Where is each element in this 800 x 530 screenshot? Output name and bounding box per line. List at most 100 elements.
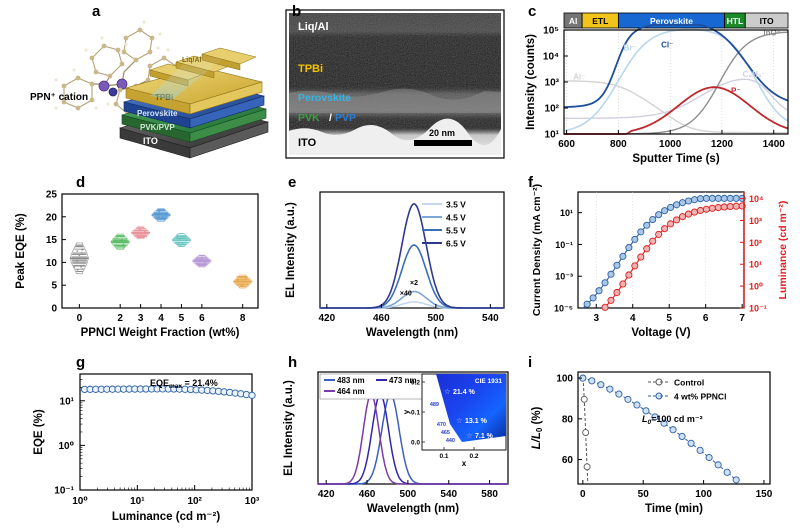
xtick-d: 0 [77,313,83,324]
data-point [176,233,179,236]
data-point [76,260,79,263]
cie-point-label-0: 21.4 % [453,389,476,396]
ppn-cation-molecule [54,20,186,124]
eqe-cluster-5 [171,233,191,247]
panel-i-letter: i [528,354,533,371]
l-marker [678,213,687,221]
panel-g-ylabel: EQE (%) [33,409,45,455]
xtick-h: 420 [318,489,335,500]
ppncl-marker [588,377,596,385]
panel-e-letter: e [288,174,297,191]
inset-ytick: 0.2 [411,380,420,387]
phosphorus-atom [98,80,110,92]
panel-h-legend: 483 nm 473 nm 464 nm [319,373,429,400]
legend-label: 4.5 V [446,213,466,223]
xtick-i: 100 [695,489,712,500]
xtick-f: 7 [739,313,745,324]
j-marker [655,211,663,219]
j-marker [661,207,669,215]
j-marker [690,196,699,204]
tem-label-pvp: PVP [335,112,356,124]
xtick-g: 10¹ [130,496,145,507]
cie-point-label-1: 13.1 % [465,418,488,425]
ytick-i: 100 [556,374,573,385]
xtick-d: 3 [138,313,144,324]
ytick-f-right: 10⁴ [749,194,763,204]
inset-title: CIE 1931 [475,378,502,385]
data-point [161,217,164,220]
region-label-perovskite: Perovskite [650,16,693,26]
ppncl-marker [642,407,650,415]
data-point [240,276,243,278]
l-marker [601,303,609,311]
data-point [76,268,79,271]
data-point [140,233,143,236]
l-marker [690,208,699,216]
panel-c: c Al ETL Perovskite HTL ITO Cl⁻ Br⁻ Al⁻ InO⁻ C₆H₅… [520,0,800,172]
inset-ytick: 0.0 [411,440,420,447]
l-marker [667,220,675,228]
curve-Al⁻ [563,80,788,134]
data-point [196,257,198,260]
data-point [73,266,76,269]
ytick-g: 10⁻¹ [54,486,74,497]
legend-label: 5.5 V [446,226,466,236]
ppncl-marker [651,413,659,421]
j-marker [613,261,621,269]
ppncl-marker [660,419,668,427]
ytick-d: 0 [51,304,57,315]
j-marker [720,194,728,202]
data-point [136,234,139,236]
panel-i-ylabel: L/L0 (%) [531,406,544,449]
l-marker [684,210,693,218]
j-marker [619,252,627,260]
xtick-d: 6 [199,313,205,324]
xtick-c: 600 [558,139,575,150]
l-marker [643,245,651,253]
emission-glow [150,52,224,100]
panel-h-xlabel: Wavelength (nm) [367,503,459,515]
ytick-d: 25 [46,190,58,201]
panel-i-legend: Control 4 wt% PPNCl [648,378,726,402]
layer-label-ito: ITO [143,136,158,146]
xtick-d: 8 [240,313,246,324]
xtick-g: 10⁰ [72,496,88,507]
j-marker [649,215,657,224]
violin-outline [151,208,171,222]
l-marker [708,204,716,212]
data-point [158,210,161,213]
j-marker [625,244,633,252]
layer-label-perovskite: Perovskite [137,109,178,118]
xtick-c: 1400 [763,139,786,150]
ytick-c: 10² [545,104,560,115]
j-marker [708,194,716,202]
ytick-g: 10⁰ [58,441,74,452]
tem-label-ito: ITO [298,137,317,149]
violin-outline [172,233,191,247]
panel-a: a [0,0,270,172]
l-marker [655,230,663,238]
violin-outline [131,226,150,240]
panel-e: e ×2 ×40 3.5 V 4.5 V 5.5 V 6.5 V 420 460 500 540 W… [272,172,520,354]
ytick-f-right: 10³ [749,216,762,226]
legend-label: 473 nm [389,376,417,385]
legend-label: 4 wt% PPNCl [674,392,726,402]
j-marker [714,194,722,202]
data-point [138,236,141,239]
el-curve-6.5 V [320,203,504,309]
ppncl-marker [705,453,713,462]
l-marker [625,271,633,279]
eqe-cluster-2 [110,233,130,250]
ytick-d: 20 [46,212,58,223]
ytick-i: 80 [562,414,574,425]
ytick-i: 60 [562,455,574,466]
data-point [144,229,147,232]
plot-frame [61,193,259,309]
j-marker [702,194,710,202]
inset-ytick: 0.1 [411,410,420,417]
tem-label-tpbi: TPBi [298,63,323,75]
wavelength-label-465: 465 [441,430,450,436]
data-point [116,235,119,238]
curve-Cl⁻ [564,23,789,108]
